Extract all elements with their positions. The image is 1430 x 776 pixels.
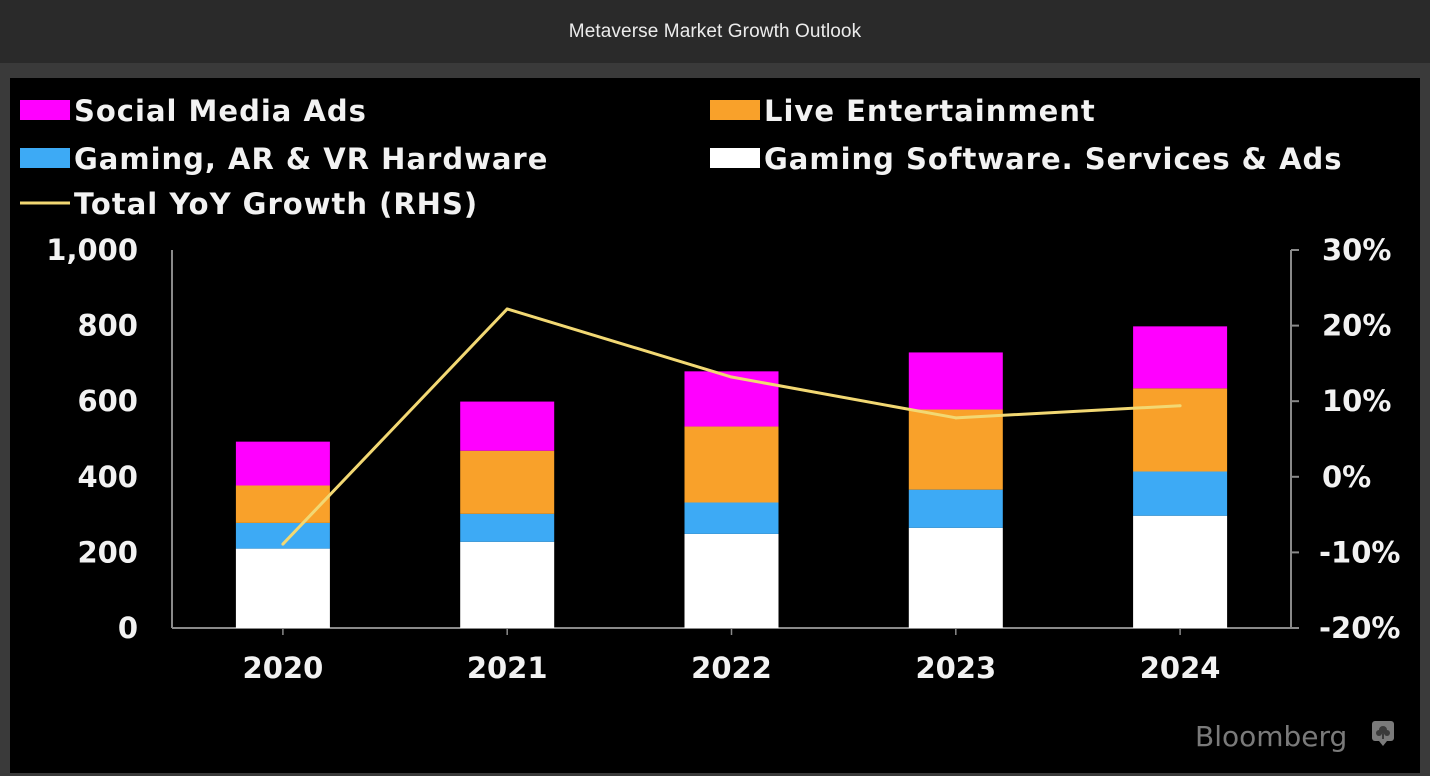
x-tick-label: 2021: [467, 651, 548, 685]
growth-line-group: [281, 307, 1182, 546]
right-y-tick-label: -20%: [1319, 611, 1400, 645]
bar-stack-2021: [460, 401, 555, 628]
legend: Social Media Ads Live Entertainment Gaming…: [20, 94, 1343, 221]
bar-segment-gaming-hardware: [460, 513, 555, 542]
left-y-tick-label: 200: [77, 535, 138, 569]
left-y-tick-label: 600: [77, 384, 138, 418]
left-y-tick-label: 800: [77, 309, 138, 343]
branding: Bloomberg: [1195, 720, 1394, 753]
yoy-growth-point: [730, 375, 733, 379]
bar-segment-gaming-hardware: [684, 502, 779, 534]
right-y-tick-label: 10%: [1322, 384, 1391, 418]
x-tick-label: 2022: [691, 651, 772, 685]
axes: 0 200 400 600 800 1,000 -20% -10% 0% 10% 20% 30% 202…: [46, 233, 1400, 685]
left-y-tick-label: 0: [118, 611, 138, 645]
yoy-growth-point: [281, 542, 285, 546]
legend-item-live-entertainment: Live Entertainment: [710, 94, 1096, 128]
bar-segment-live-entertainment: [684, 426, 779, 503]
bar-segment-live-entertainment: [908, 409, 1003, 490]
right-y-tick-label: 30%: [1322, 233, 1391, 267]
legend-label: Social Media Ads: [74, 94, 367, 128]
legend-label: Gaming, AR & VR Hardware: [74, 142, 548, 176]
x-tick-label: 2024: [1140, 651, 1221, 685]
bar-segment-gaming-hardware: [908, 489, 1003, 528]
legend-label: Gaming Software. Services & Ads: [764, 142, 1343, 176]
bar-segment-social-media-ads: [460, 401, 555, 451]
bar-segment-gaming-hardware: [1133, 471, 1228, 516]
bar-segment-live-entertainment: [235, 485, 330, 523]
chart-panel: Social Media Ads Live Entertainment Gaming…: [10, 78, 1420, 773]
bar-segment-gaming-software: [684, 533, 779, 628]
bar-segment-gaming-software: [1133, 515, 1228, 628]
bar-stack-2024: [1133, 326, 1228, 628]
bar-segment-gaming-software: [235, 548, 330, 628]
yoy-growth-point: [1178, 404, 1182, 408]
chart-header: Metaverse Market Growth Outlook: [0, 0, 1430, 63]
bar-segment-social-media-ads: [684, 371, 779, 427]
yoy-growth-point: [505, 307, 509, 311]
legend-label: Live Entertainment: [764, 94, 1096, 128]
bar-segment-gaming-software: [908, 527, 1003, 628]
chart-title: Metaverse Market Growth Outlook: [568, 20, 862, 42]
bar-segment-live-entertainment: [1133, 388, 1228, 472]
yoy-growth-point: [954, 416, 958, 420]
stacked-bar-chart: Social Media Ads Live Entertainment Gaming…: [20, 94, 1400, 753]
bloomberg-tree-bubble-icon: [1372, 721, 1394, 746]
left-y-tick-label: 400: [77, 460, 138, 494]
bar-segment-social-media-ads: [908, 352, 1003, 410]
legend-item-gaming-hardware: Gaming, AR & VR Hardware: [20, 142, 548, 176]
bar-segment-social-media-ads: [1133, 326, 1228, 389]
bar-segment-social-media-ads: [235, 441, 330, 486]
legend-swatch: [710, 100, 760, 120]
bar-segment-live-entertainment: [460, 450, 555, 514]
bloomberg-logo-text: Bloomberg: [1195, 720, 1347, 753]
legend-item-yoy-growth: Total YoY Growth (RHS): [20, 187, 478, 221]
left-y-tick-label: 1,000: [46, 233, 138, 267]
legend-item-gaming-software: Gaming Software. Services & Ads: [710, 142, 1343, 176]
legend-swatch: [20, 148, 70, 168]
bar-stack-2022: [684, 371, 779, 628]
legend-swatch: [710, 148, 760, 168]
bar-stack-2023: [908, 352, 1003, 628]
x-tick-label: 2020: [243, 651, 324, 685]
bars: [235, 326, 1228, 628]
bar-stack-2020: [235, 441, 330, 628]
right-y-tick-label: -10%: [1319, 535, 1400, 569]
bar-segment-gaming-software: [460, 541, 555, 628]
right-y-tick-label: 0%: [1322, 460, 1371, 494]
legend-item-social-media-ads: Social Media Ads: [20, 94, 367, 128]
right-y-tick-label: 20%: [1322, 309, 1391, 343]
legend-label: Total YoY Growth (RHS): [74, 187, 478, 221]
x-tick-label: 2023: [915, 651, 996, 685]
legend-swatch: [20, 100, 70, 120]
